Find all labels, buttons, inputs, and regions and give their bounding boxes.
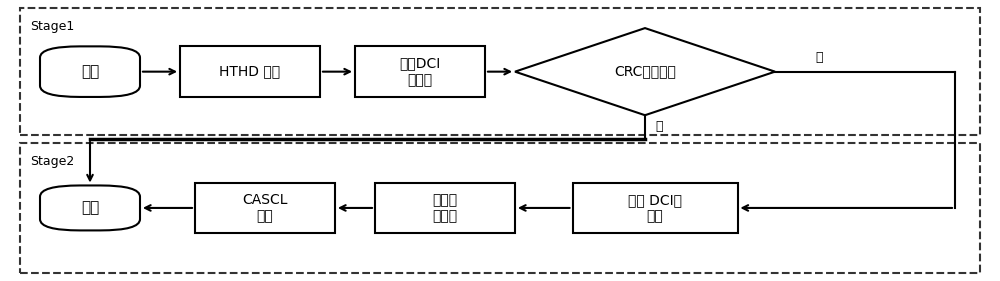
Bar [572,183,738,233]
Text: 结束: 结束 [81,200,99,216]
Text: 否: 否 [815,51,823,64]
Bar [20,143,980,273]
Bar [20,8,980,135]
FancyBboxPatch shape [40,185,140,230]
Text: 判断 DCI的
长度: 判断 DCI的 长度 [628,193,682,223]
Polygon shape [515,28,775,115]
Text: CRC校验通过: CRC校验通过 [614,65,676,79]
FancyBboxPatch shape [40,46,140,97]
Text: 是: 是 [655,120,662,133]
Bar [195,183,335,233]
Bar [375,183,515,233]
Text: 选取幸
存候选: 选取幸 存候选 [432,193,458,223]
Text: CASCL
译码: CASCL 译码 [242,193,288,223]
Text: Stage2: Stage2 [30,155,74,167]
Text: 开始: 开始 [81,64,99,79]
Text: 计算DCI
度量値: 计算DCI 度量値 [399,56,441,87]
Text: HTHD 译码: HTHD 译码 [219,65,281,79]
Text: Stage1: Stage1 [30,20,74,33]
Bar [180,46,320,97]
Bar [355,46,485,97]
